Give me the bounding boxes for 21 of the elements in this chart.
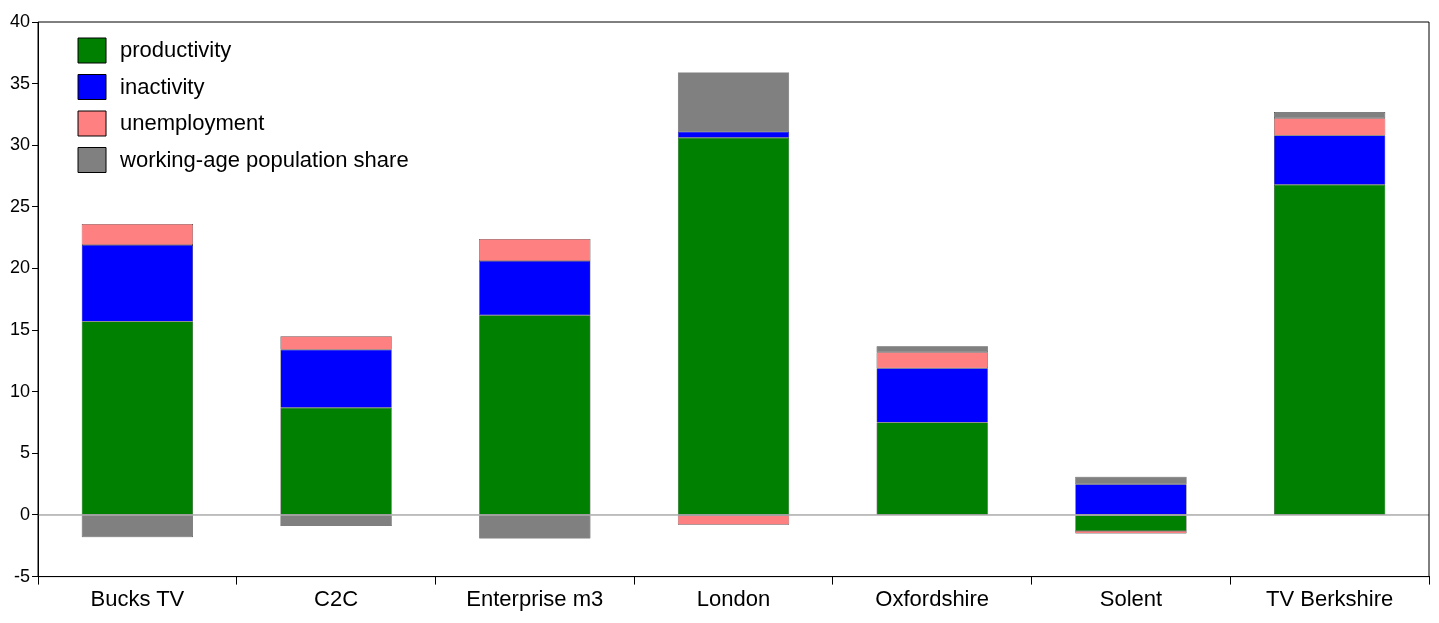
y-tick-label: -5 — [14, 565, 31, 586]
y-tick-label: 25 — [9, 195, 31, 216]
y-tick-label: 30 — [9, 134, 31, 155]
legend-label: inactivity — [120, 73, 205, 99]
y-tick-label: 20 — [9, 257, 31, 278]
y-tick-label: 10 — [9, 380, 31, 401]
legend-label: productivity — [120, 37, 232, 63]
x-tick-label: Enterprise m3 — [466, 585, 604, 611]
y-tick-label: 35 — [9, 72, 31, 93]
legend-label: working-age population share — [119, 146, 409, 172]
x-tick-label: Bucks TV — [90, 585, 185, 611]
x-tick-label: TV Berkshire — [1266, 585, 1394, 611]
y-tick-label: 40 — [9, 10, 31, 31]
x-tick-label: London — [696, 585, 771, 611]
x-tick-label: Solent — [1099, 585, 1163, 611]
x-tick-label: C2C — [314, 585, 359, 611]
y-tick-label: 15 — [9, 319, 31, 340]
y-tick-label: 0 — [20, 503, 31, 524]
x-tick-label: Oxfordshire — [875, 585, 990, 611]
y-tick-label: 5 — [20, 442, 31, 463]
legend-label: unemployment — [120, 110, 265, 136]
